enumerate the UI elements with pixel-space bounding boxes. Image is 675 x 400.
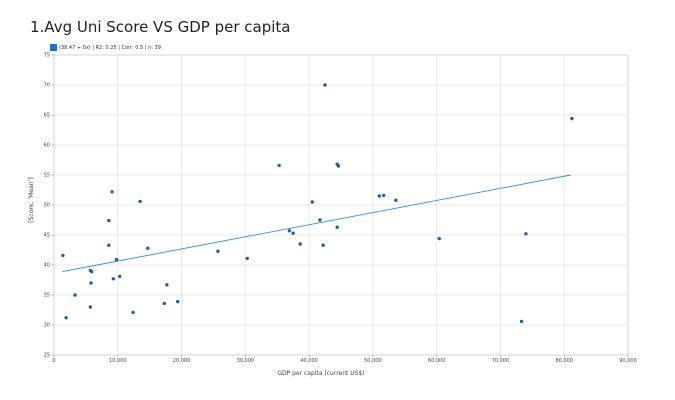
chart-legend: (38.47 + 0x) | R2: 0.25 | Corr: 0.5 | n:… [50,44,161,51]
data-point [107,243,111,247]
data-point [110,190,114,194]
data-point [524,232,528,236]
trend-line [62,174,571,273]
x-tick-label: 60,000 [428,358,446,364]
y-tick-label: 50 [44,203,50,209]
y-tick-label: 35 [44,293,50,299]
data-point [323,83,327,87]
legend-swatch [50,44,57,51]
data-point [287,229,292,233]
data-point [394,198,398,202]
x-tick-label: 80,000 [555,358,573,364]
y-tick-label: 60 [44,143,50,149]
data-point [318,218,322,222]
data-point [138,199,142,204]
data-point [73,293,77,297]
data-point [298,242,302,246]
data-point [382,193,386,198]
y-tick-label: 75 [44,53,50,59]
y-tick-label: 40 [44,263,50,269]
data-point [377,194,381,198]
x-tick-label: 90,000 [619,358,637,364]
x-axis-title: GDP per capita (current US$) [277,370,364,377]
data-point [519,319,524,324]
data-point [61,253,65,258]
data-point [89,269,94,274]
x-tick-label: 50,000 [364,358,382,364]
y-tick-label: 30 [44,323,50,329]
data-point [107,218,111,223]
legend-label: (38.47 + 0x) | R2: 0.25 | Corr: 0.5 | n:… [59,44,161,51]
data-point [111,277,116,281]
y-tick-label: 25 [44,353,50,359]
x-tick-label: 40,000 [300,358,318,364]
data-point [89,281,93,285]
data-point [114,257,119,262]
data-point [131,310,135,315]
y-tick-label: 65 [44,113,50,119]
data-point [336,164,341,168]
y-axis-title: [Score, ʼMeanʼ] [28,177,35,222]
data-point [165,283,169,287]
x-tick-label: 70,000 [492,358,510,364]
data-point [162,301,167,306]
y-tick-label: 45 [44,233,50,239]
y-tick-label: 70 [44,83,50,89]
data-point [216,249,220,253]
data-point [88,305,93,309]
chart-title: 1.Avg Uni Score VS GDP per capita [30,18,291,36]
data-point [245,256,249,261]
data-point [64,316,68,320]
data-point [176,299,180,304]
x-tick-label: 10,000 [109,358,127,364]
y-tick-label: 55 [44,173,50,179]
data-point [335,225,339,229]
data-point [291,231,295,235]
data-point [570,116,574,121]
data-point [277,163,281,168]
x-tick-label: 0 [52,358,55,364]
x-tick-label: 20,000 [173,358,191,364]
data-point [321,243,325,247]
data-point [146,246,150,250]
data-point [310,200,314,204]
x-tick-label: 30,000 [237,358,255,364]
data-point [117,274,122,279]
data-point [437,236,441,241]
